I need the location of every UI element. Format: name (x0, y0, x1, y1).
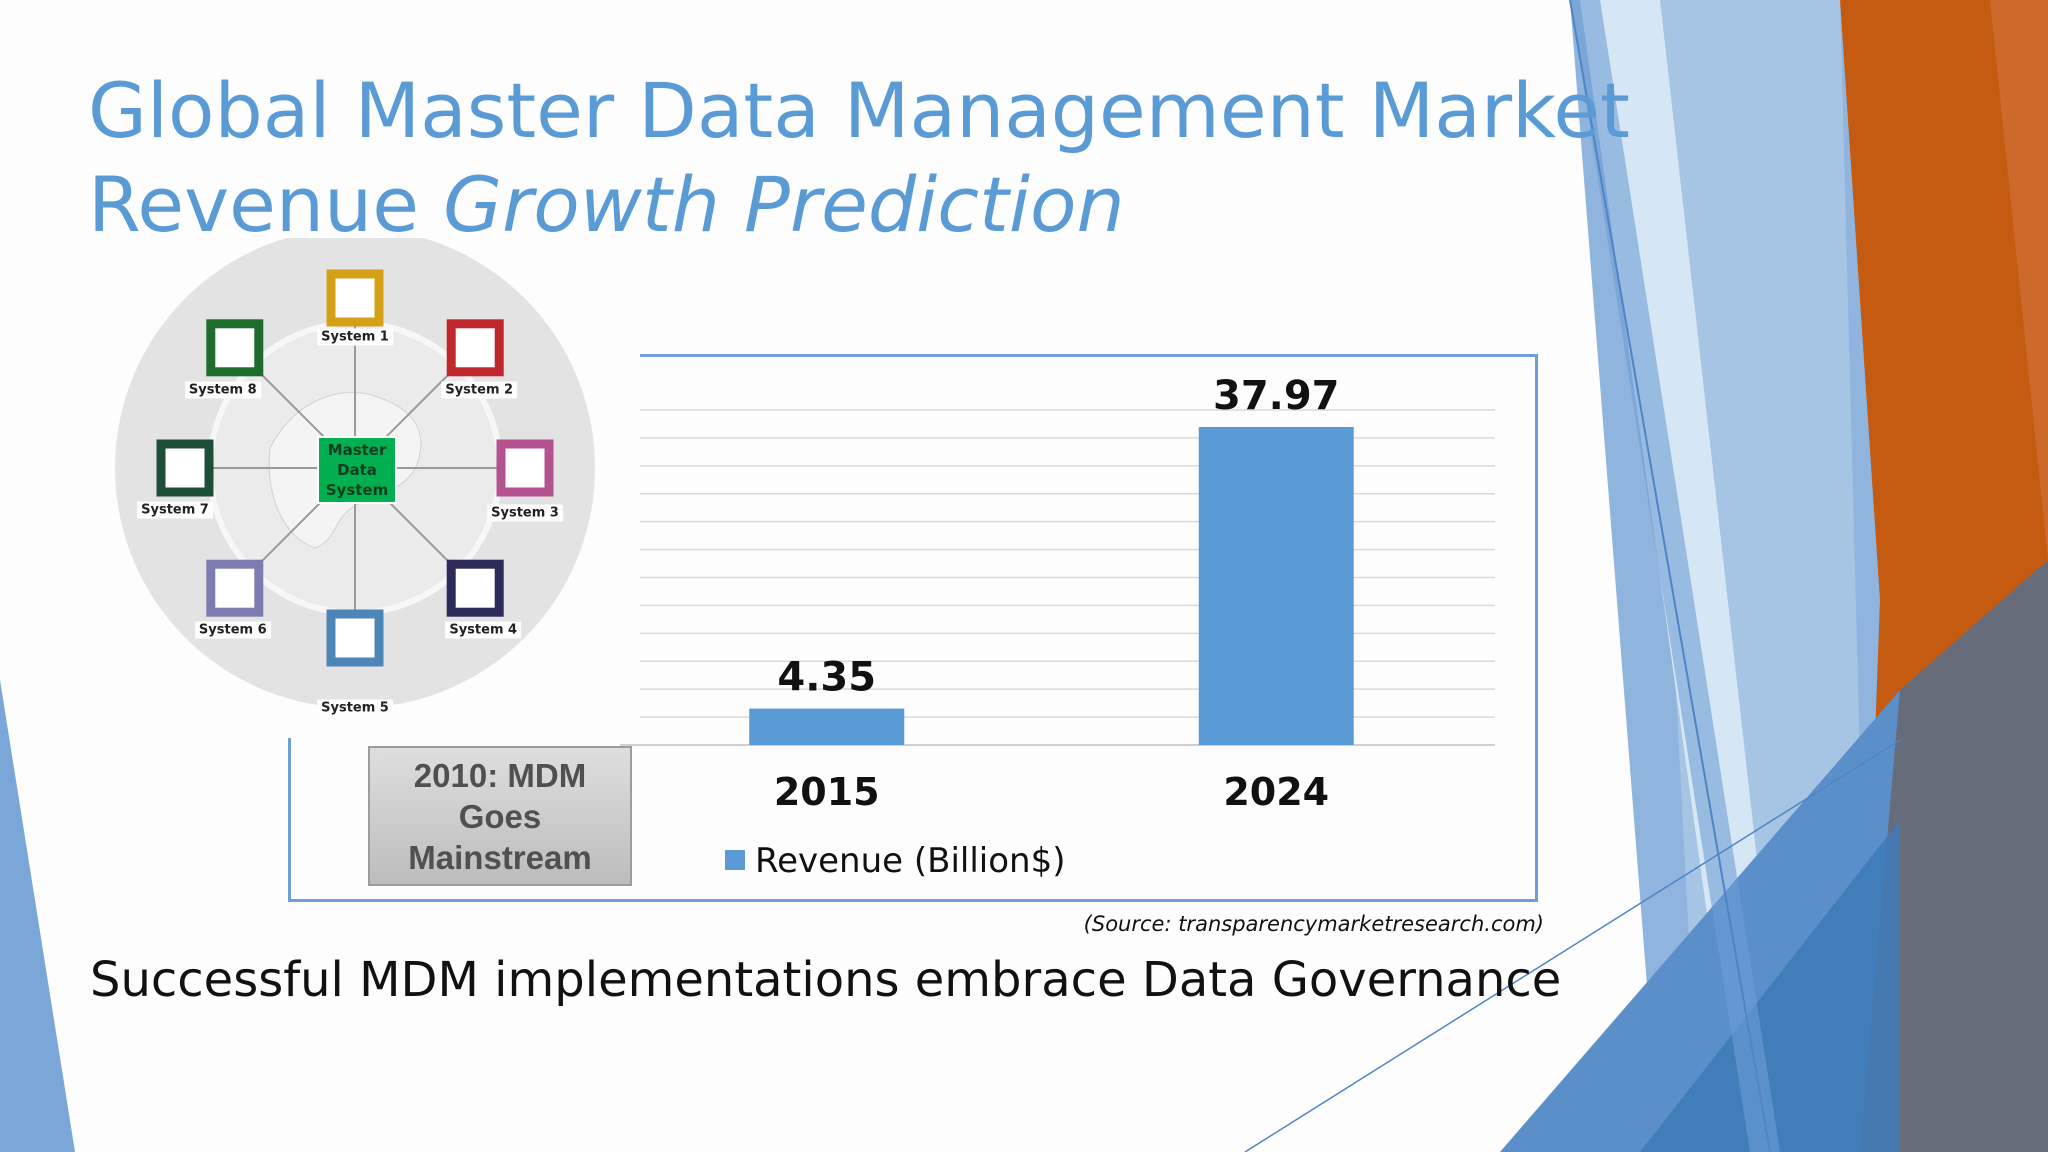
system-node-label: System 4 (445, 621, 522, 639)
system-node-square (496, 439, 554, 497)
system-node-square (206, 559, 264, 617)
mdm-hub-diagram: Master Data System System 1 System 2 Syste… (80, 238, 640, 738)
system-node-square (326, 269, 384, 327)
system-node-square (156, 439, 214, 497)
title-line-2: Revenue (88, 160, 444, 249)
master-data-system-hub: Master Data System (317, 436, 397, 504)
title-line-1: Global Master Data Management Market (88, 66, 1630, 155)
source-citation: (Source: transparencymarketresearch.com) (1083, 912, 1544, 936)
footer-statement: Successful MDM implementations embrace D… (90, 952, 1562, 1008)
system-node-square (446, 319, 504, 377)
system-node-label: System 6 (194, 621, 271, 639)
system-node-label: System 5 (317, 699, 393, 717)
system-node-square (446, 559, 504, 617)
system-node-label: System 3 (487, 504, 563, 522)
mdm-mainstream-callout: 2010: MDM Goes Mainstream (368, 746, 632, 886)
title-line-2-italic: Growth Prediction (443, 160, 1125, 249)
system-node-label: System 7 (137, 501, 213, 519)
system-node-label: System 1 (317, 328, 393, 346)
page-title: Global Master Data Management Market Rev… (88, 64, 1630, 252)
system-node-label: System 8 (184, 381, 261, 399)
system-node-label: System 2 (441, 381, 518, 399)
system-node-square (206, 319, 264, 377)
system-node-square (326, 609, 384, 667)
